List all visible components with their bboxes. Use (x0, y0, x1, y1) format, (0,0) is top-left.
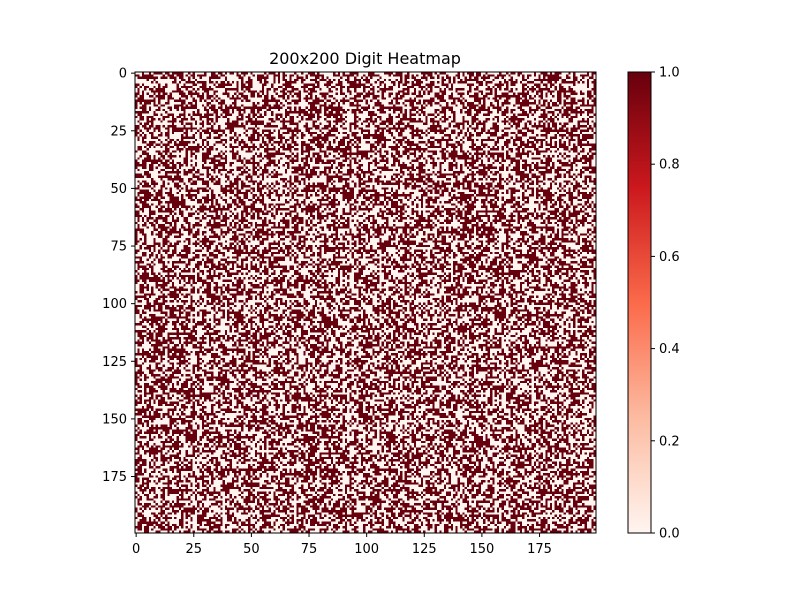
x-tick-label: 125 (412, 542, 437, 557)
y-tick-label: 150 (102, 412, 127, 427)
y-tick-label: 100 (102, 297, 127, 312)
colorbar-tick-label: 0.2 (659, 434, 680, 449)
y-tick-label: 75 (110, 240, 127, 255)
x-tick-label: 0 (132, 542, 140, 557)
y-tick-label: 125 (102, 355, 127, 370)
x-axis: 0 25 50 75 100 125 150 175 (132, 533, 552, 557)
y-tick-label: 175 (102, 470, 127, 485)
colorbar-tick-label: 0.4 (659, 342, 680, 357)
x-tick-label: 100 (354, 542, 379, 557)
x-tick-label: 75 (301, 542, 318, 557)
x-tick-label: 175 (527, 542, 552, 557)
x-tick-label: 150 (469, 542, 494, 557)
x-tick-label: 50 (243, 542, 260, 557)
colorbar-tick-label: 0.0 (659, 527, 680, 542)
heatmap-frame (134, 71, 597, 534)
heatmap-image (135, 72, 596, 533)
colorbar (627, 71, 652, 534)
colorbar-tick-label: 0.6 (659, 250, 680, 265)
y-tick-label: 0 (119, 67, 127, 82)
colorbar-tick-label: 0.8 (659, 158, 680, 173)
colorbar-axis: 0.0 0.2 0.4 0.6 0.8 1.0 (651, 66, 680, 542)
x-tick-label: 25 (186, 542, 203, 557)
y-tick-label: 50 (110, 182, 127, 197)
y-tick-label: 25 (110, 124, 127, 139)
colorbar-frame (627, 71, 652, 534)
colorbar-tick-label: 1.0 (659, 66, 680, 81)
chart-title: 200x200 Digit Heatmap (269, 49, 461, 68)
heatmap-area (134, 71, 597, 534)
y-axis: 0 25 50 75 100 125 150 175 (102, 67, 135, 485)
colorbar-gradient (628, 72, 651, 533)
